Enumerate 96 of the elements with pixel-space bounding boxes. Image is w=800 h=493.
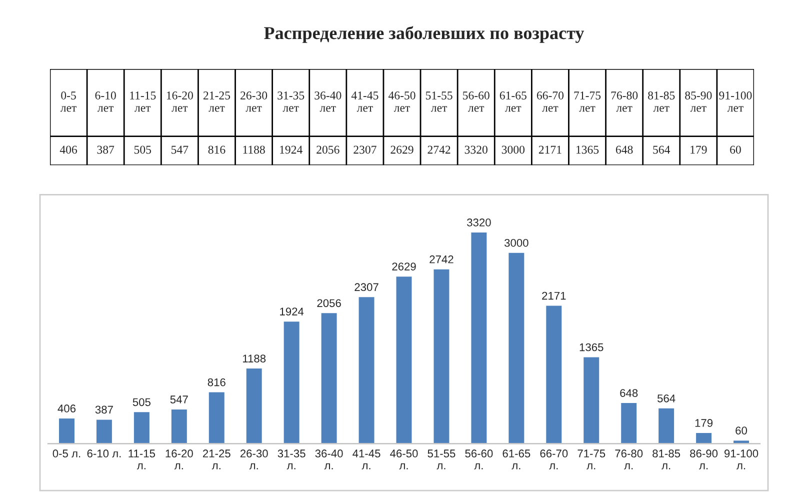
bar bbox=[282, 320, 301, 444]
data-label: 387 bbox=[95, 406, 113, 414]
x-tick-label: 76-80 л. bbox=[615, 450, 643, 470]
text: 564 bbox=[653, 146, 670, 154]
x-tick-label: 36-40 л. bbox=[315, 450, 343, 470]
x-tick-label: 21-25 л. bbox=[202, 450, 230, 470]
data-label: 406 bbox=[58, 404, 76, 412]
text: 31-35 лет bbox=[278, 92, 304, 112]
text: 2307 bbox=[354, 146, 376, 154]
x-tick-label: 6-10 л. bbox=[87, 450, 121, 458]
bar bbox=[170, 408, 188, 444]
bar bbox=[357, 296, 376, 444]
x-tick-label: 66-70 л. bbox=[540, 450, 568, 470]
x-tick-label: 11-15 л. bbox=[128, 450, 156, 470]
data-label: 547 bbox=[170, 396, 188, 404]
text: 21-25 лет bbox=[203, 92, 230, 112]
data-label: 648 bbox=[620, 389, 638, 397]
x-tick-label: 51-55 л. bbox=[428, 450, 456, 470]
bar bbox=[58, 417, 76, 444]
text: 2056 bbox=[316, 146, 340, 154]
bar bbox=[208, 390, 226, 444]
data-label: 2629 bbox=[392, 262, 416, 270]
x-tick-label: 91-100 л. bbox=[724, 450, 758, 470]
text: 85-90 лет bbox=[685, 91, 712, 112]
text: 179 bbox=[690, 146, 707, 154]
bar bbox=[244, 367, 264, 444]
text: 51-55 лет bbox=[426, 92, 452, 112]
text: 2171 bbox=[538, 146, 562, 154]
text: 816 bbox=[208, 146, 226, 154]
text: 16-20 лет bbox=[166, 91, 194, 112]
data-label: 1188 bbox=[243, 354, 266, 362]
text: 648 bbox=[616, 146, 633, 154]
x-tick-label: 41-45 л. bbox=[352, 450, 380, 470]
text: 56-60 лет bbox=[463, 91, 490, 112]
bar bbox=[320, 312, 338, 444]
bar bbox=[657, 407, 676, 444]
text: 60 bbox=[730, 146, 741, 154]
x-tick-label: 31-35 л. bbox=[278, 450, 306, 470]
text: 547 bbox=[172, 146, 188, 154]
text: 1924 bbox=[280, 146, 302, 154]
text: 2742 bbox=[428, 146, 450, 154]
text: 406 bbox=[60, 146, 78, 154]
bar bbox=[732, 439, 750, 444]
data-label: 3000 bbox=[504, 238, 528, 247]
bar bbox=[582, 356, 600, 444]
text: 2629 bbox=[390, 146, 414, 154]
data-label: 179 bbox=[695, 419, 713, 427]
bar bbox=[694, 432, 713, 444]
bar bbox=[432, 268, 451, 444]
data-label: 3320 bbox=[467, 218, 491, 226]
data-label: 2056 bbox=[317, 299, 341, 308]
text: 505 bbox=[134, 146, 152, 154]
text: 3320 bbox=[464, 146, 488, 154]
data-label: 564 bbox=[657, 394, 676, 402]
bar bbox=[507, 251, 526, 444]
x-tick-label: 81-85 л. bbox=[652, 450, 680, 470]
x-tick-label: 86-90 л. bbox=[690, 450, 718, 470]
x-tick-label: 16-20 л. bbox=[166, 450, 193, 470]
data-label: 60 bbox=[736, 426, 748, 434]
text: 46-50 лет bbox=[388, 91, 416, 112]
text: 0-5 лет bbox=[60, 91, 76, 112]
text: 3000 bbox=[502, 146, 525, 154]
chart-title: Распределение заболевших по возрасту bbox=[264, 26, 584, 43]
text: 71-75 лет bbox=[574, 92, 601, 112]
text: 11-15 лет bbox=[130, 92, 156, 112]
text: 1188 bbox=[243, 146, 265, 154]
data-label: 1924 bbox=[280, 308, 304, 316]
bar bbox=[620, 402, 638, 444]
data-label: 2171 bbox=[542, 292, 566, 300]
x-tick-label: 61-65 л. bbox=[502, 450, 530, 470]
text: 76-80 лет bbox=[611, 91, 638, 112]
data-label: 505 bbox=[132, 398, 150, 406]
text: 26-30 лет bbox=[240, 91, 268, 112]
bar bbox=[95, 418, 114, 444]
data-label: 2742 bbox=[430, 255, 454, 264]
text: 41-45 лет bbox=[351, 92, 378, 112]
bar bbox=[470, 231, 488, 444]
text: 61-65 лет bbox=[500, 92, 526, 112]
text: 387 bbox=[97, 146, 114, 154]
x-tick-label: 46-50 л. bbox=[390, 450, 418, 470]
data-label: 816 bbox=[208, 378, 226, 386]
text: 6-10 лет bbox=[95, 91, 116, 112]
text: 36-40 лет bbox=[314, 91, 342, 112]
bar bbox=[544, 304, 564, 444]
text: 1365 bbox=[576, 146, 599, 154]
data-label: 1365 bbox=[580, 343, 604, 352]
x-tick-label: 56-60 л. bbox=[465, 450, 493, 470]
x-tick-label: 26-30 л. bbox=[240, 450, 268, 470]
bar bbox=[132, 410, 151, 444]
x-tick-label: 0-5 л. bbox=[52, 450, 80, 458]
text: 91-100 лет bbox=[719, 91, 752, 112]
text: 66-70 лет bbox=[536, 91, 564, 112]
bar bbox=[394, 275, 414, 444]
data-label: 2307 bbox=[354, 283, 378, 292]
x-tick-label: 71-75 л. bbox=[578, 450, 606, 470]
text: 81-85 лет bbox=[648, 91, 675, 112]
